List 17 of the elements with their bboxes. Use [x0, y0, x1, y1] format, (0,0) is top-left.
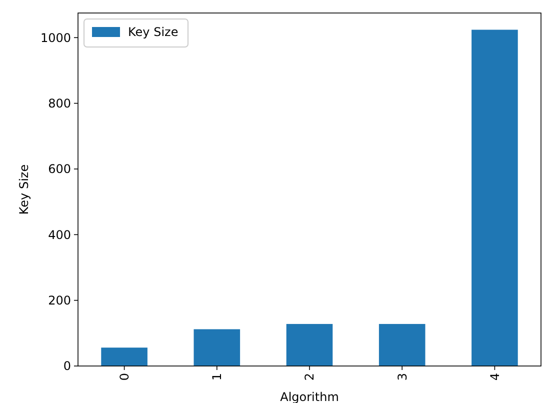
y-tick-label: 200: [48, 294, 71, 308]
y-tick-label: 1000: [40, 30, 71, 45]
x-tick-label: 2: [302, 373, 317, 381]
x-tick-label: 4: [488, 373, 502, 381]
y-tick-label: 600: [48, 162, 71, 176]
bar: [378, 324, 426, 366]
x-tick-label: 3: [395, 373, 410, 381]
bar: [194, 329, 240, 366]
bar: [101, 348, 148, 366]
x-tick-label: 0: [118, 373, 132, 381]
x-tick-label: 1: [210, 373, 224, 381]
y-tick-label: 400: [48, 228, 71, 242]
bar: [472, 30, 518, 366]
legend-label: Key Size: [128, 25, 178, 40]
y-axis-title: Key Size: [17, 164, 31, 215]
bar: [286, 324, 333, 366]
y-tick-label: 800: [48, 96, 71, 110]
